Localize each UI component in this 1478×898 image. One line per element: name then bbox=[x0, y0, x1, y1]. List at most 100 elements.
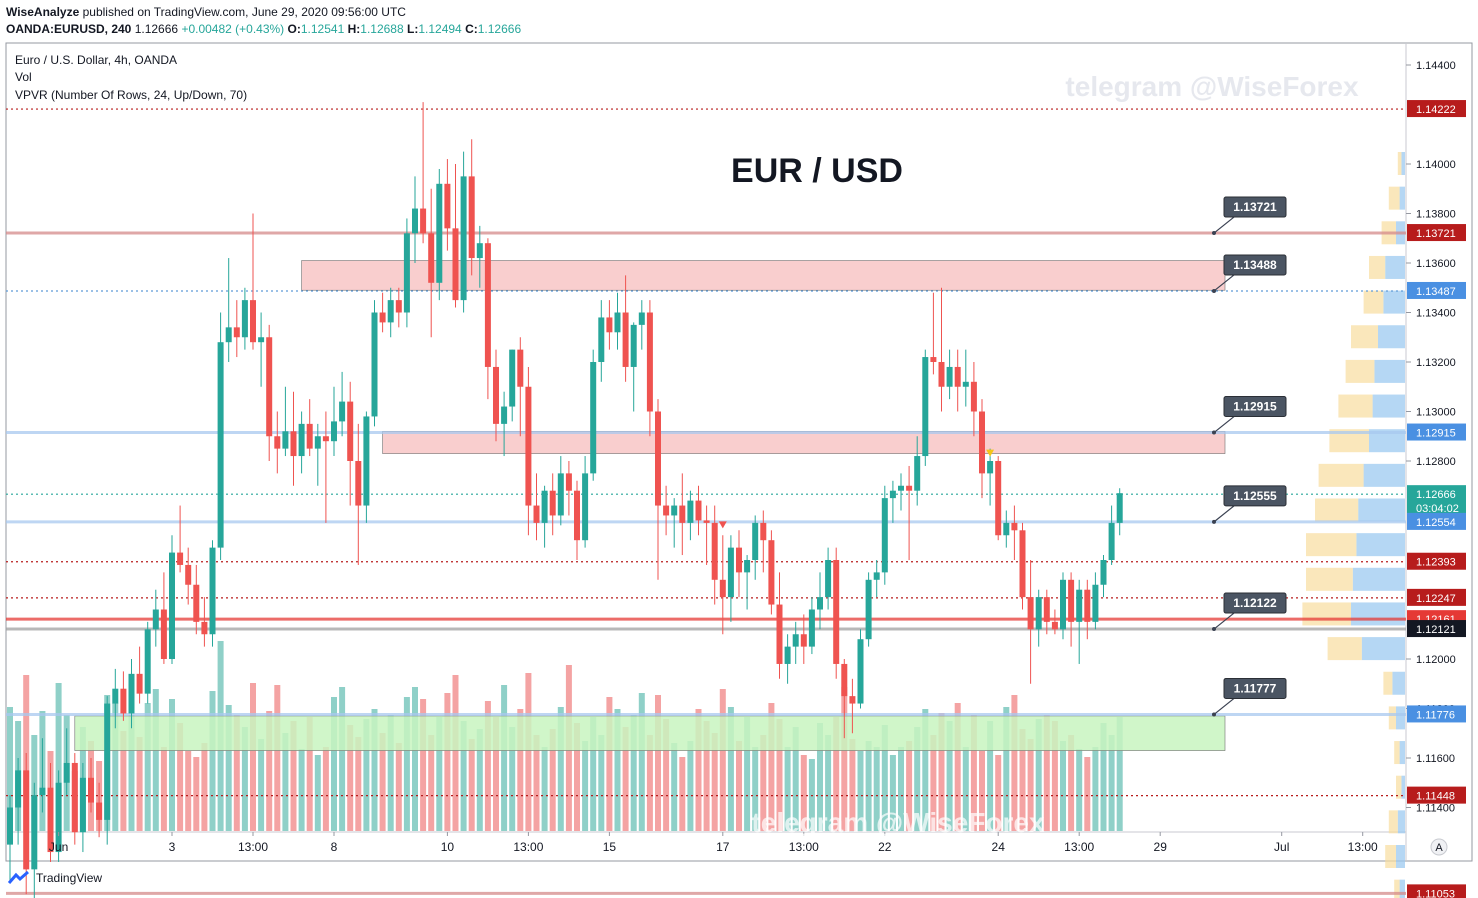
volume-bar bbox=[655, 695, 661, 831]
candle-body bbox=[719, 579, 726, 598]
time-tick-label: 13:00 bbox=[1064, 840, 1094, 854]
volume-bar bbox=[23, 675, 30, 831]
candle-body bbox=[946, 366, 953, 387]
candle-body bbox=[671, 505, 678, 516]
price-tick-label: 1.11600 bbox=[1416, 753, 1455, 765]
low-value: 1.12494 bbox=[418, 22, 462, 36]
last-price: 1.12666 bbox=[134, 22, 179, 36]
volume-bar bbox=[169, 699, 175, 831]
candle-body bbox=[590, 362, 597, 474]
volume-bar bbox=[906, 741, 913, 831]
callout-label: 1.12555 bbox=[1233, 489, 1277, 503]
candle-body bbox=[306, 423, 313, 449]
volume-bar bbox=[298, 749, 305, 831]
callout-box bbox=[1223, 196, 1287, 218]
candle-body bbox=[7, 807, 13, 845]
candle-body bbox=[314, 436, 321, 449]
candle-body bbox=[23, 770, 30, 870]
signal-marker bbox=[986, 449, 995, 457]
footer-brand[interactable]: TradingView bbox=[36, 871, 103, 885]
candle-body bbox=[120, 688, 127, 714]
volume-bar bbox=[1060, 741, 1066, 831]
volume-bar bbox=[177, 723, 184, 831]
vpvr-row-down bbox=[1306, 567, 1353, 591]
time-tick-label: 24 bbox=[992, 840, 1006, 854]
time-tick-label: Jun bbox=[49, 840, 68, 854]
callout-box bbox=[1223, 254, 1287, 276]
volume-bar bbox=[898, 747, 904, 831]
candle-body bbox=[444, 183, 451, 229]
volume-bar bbox=[290, 721, 297, 831]
price-badge bbox=[1407, 423, 1466, 441]
volume-bar bbox=[266, 711, 273, 831]
volume-bar bbox=[460, 721, 467, 831]
author-name[interactable]: WiseAnalyze bbox=[6, 5, 80, 19]
legend-vol[interactable]: Vol bbox=[15, 70, 32, 84]
volume-bar bbox=[719, 689, 726, 831]
watermark-top: telegram @WiseForex bbox=[1065, 71, 1359, 102]
price-badge bbox=[1407, 100, 1466, 118]
volume-bar bbox=[501, 685, 508, 831]
volume-bar bbox=[136, 737, 143, 831]
candle-body bbox=[525, 386, 532, 506]
legend-main[interactable]: Euro / U.S. Dollar, 4h, OANDA bbox=[15, 53, 177, 67]
vpvr-row-up bbox=[1392, 671, 1405, 695]
candle-body bbox=[752, 522, 759, 560]
candle-body bbox=[177, 552, 184, 565]
candle-body bbox=[258, 337, 265, 343]
price-badge-label: 1.11448 bbox=[1416, 791, 1455, 803]
time-tick-label: 13:00 bbox=[238, 840, 268, 854]
legend-vpvr[interactable]: VPVR (Number Of Rows, 24, Up/Down, 70) bbox=[15, 88, 247, 102]
callout-box bbox=[1223, 677, 1287, 699]
time-tick-label: 13:00 bbox=[513, 840, 543, 854]
candle-body bbox=[833, 560, 840, 664]
published-text: published on TradingView.com, June 29, 2… bbox=[82, 5, 406, 19]
callout-pointer bbox=[1213, 416, 1235, 434]
volume-bar bbox=[1100, 723, 1107, 831]
candle-body bbox=[930, 357, 937, 362]
candle-body bbox=[1116, 493, 1123, 523]
volume-bar bbox=[995, 755, 1002, 831]
candle-body bbox=[938, 362, 945, 387]
vpvr-row-up bbox=[1399, 879, 1405, 898]
volume-bar bbox=[614, 709, 621, 831]
price-tick-label: 1.13800 bbox=[1416, 209, 1456, 221]
vpvr-row-down bbox=[1383, 671, 1393, 695]
auto-scale-button[interactable] bbox=[1430, 838, 1448, 856]
candle-body bbox=[201, 621, 208, 635]
vpvr-row-down bbox=[1388, 706, 1396, 730]
footer: TradingView bbox=[8, 871, 102, 885]
candle-body bbox=[71, 762, 78, 833]
candle-body bbox=[403, 233, 410, 313]
candle-body bbox=[412, 208, 418, 234]
high-label: H: bbox=[347, 22, 361, 36]
price-badge-label: 1.12554 bbox=[1416, 517, 1456, 529]
price-badge-label: 1.13487 bbox=[1416, 286, 1456, 298]
callout-label: 1.13488 bbox=[1233, 258, 1277, 272]
candle-body bbox=[687, 500, 694, 523]
volume-bar bbox=[387, 715, 394, 831]
volume-bar bbox=[1084, 757, 1091, 831]
volume-bar bbox=[112, 703, 119, 831]
candle-body bbox=[217, 342, 224, 548]
vpvr-row-down bbox=[1385, 845, 1396, 868]
vpvr-row-up bbox=[1399, 186, 1405, 210]
volume-bar bbox=[355, 737, 362, 831]
time-tick-label: 3 bbox=[169, 840, 176, 854]
candle-body bbox=[371, 312, 378, 417]
volume-bar bbox=[55, 683, 62, 831]
volume-bar bbox=[849, 739, 856, 831]
candle-body bbox=[420, 208, 427, 234]
candle-body bbox=[744, 560, 751, 573]
vpvr-row-up bbox=[1351, 602, 1405, 626]
candle-body bbox=[549, 490, 556, 516]
candle-body bbox=[452, 228, 459, 301]
signal-marker bbox=[718, 521, 727, 529]
vpvr-row-down bbox=[1338, 394, 1373, 418]
candle-body bbox=[808, 609, 815, 647]
candle-body bbox=[55, 782, 62, 853]
vpvr-row-up bbox=[1383, 290, 1405, 314]
volume-bar bbox=[371, 709, 378, 831]
vpvr-row-up bbox=[1372, 394, 1405, 418]
